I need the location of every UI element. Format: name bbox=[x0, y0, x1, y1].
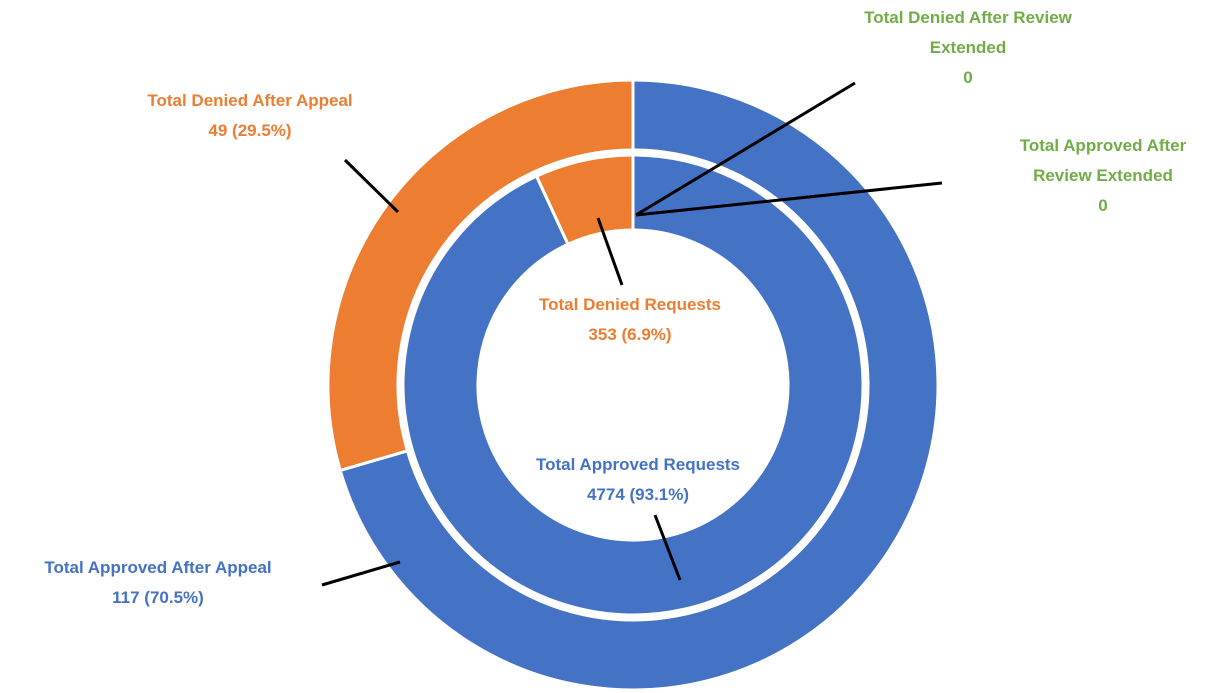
value-label: 4774 (93.1%) bbox=[586, 485, 690, 504]
leader-line bbox=[635, 181, 943, 217]
donut-slice bbox=[534, 153, 635, 247]
value-label: 0 bbox=[1098, 196, 1108, 215]
donut-slice bbox=[401, 153, 865, 617]
label-box: Total Denied After Review Extended 0 bbox=[861, 3, 1076, 93]
leader-line bbox=[596, 217, 624, 286]
leader-line bbox=[343, 158, 400, 214]
data-label: Total Denied After Appeal 49 (29.5%) bbox=[90, 86, 410, 146]
data-label: Total Approved After Appeal 117 (70.5%) bbox=[0, 553, 318, 613]
data-label: Total Approved After Review Extended 0 bbox=[996, 131, 1211, 221]
category-name: Total Denied After Appeal bbox=[147, 91, 353, 110]
leader-line bbox=[321, 560, 401, 587]
data-label: Total Denied After Review Extended 0 bbox=[861, 3, 1076, 93]
data-label: Total Denied Requests 353 (6.9%) bbox=[490, 290, 770, 350]
value-label: 49 (29.5%) bbox=[208, 121, 292, 140]
label-box: Total Approved After Appeal 117 (70.5%) bbox=[0, 553, 318, 613]
leader-line bbox=[653, 514, 682, 581]
value-label: 353 (6.9%) bbox=[588, 325, 672, 344]
category-name: Total Approved Requests bbox=[535, 455, 741, 474]
donut-slice bbox=[338, 78, 940, 692]
label-box: Total Denied After Appeal 49 (29.5%) bbox=[90, 86, 410, 146]
category-name: Total Approved After Review Extended bbox=[1019, 136, 1187, 185]
category-name: Total Approved After Appeal bbox=[44, 558, 272, 577]
category-name: Total Denied After Review Extended bbox=[864, 8, 1072, 57]
data-label: Total Approved Requests 4774 (93.1%) bbox=[498, 450, 778, 510]
category-name: Total Denied Requests bbox=[539, 295, 721, 314]
leader-line bbox=[635, 81, 856, 217]
label-box: Total Approved Requests 4774 (93.1%) bbox=[498, 450, 778, 510]
label-box: Total Denied Requests 353 (6.9%) bbox=[490, 290, 770, 350]
value-label: 117 (70.5%) bbox=[112, 588, 204, 607]
value-label: 0 bbox=[963, 68, 973, 87]
label-box: Total Approved After Review Extended 0 bbox=[996, 131, 1211, 221]
